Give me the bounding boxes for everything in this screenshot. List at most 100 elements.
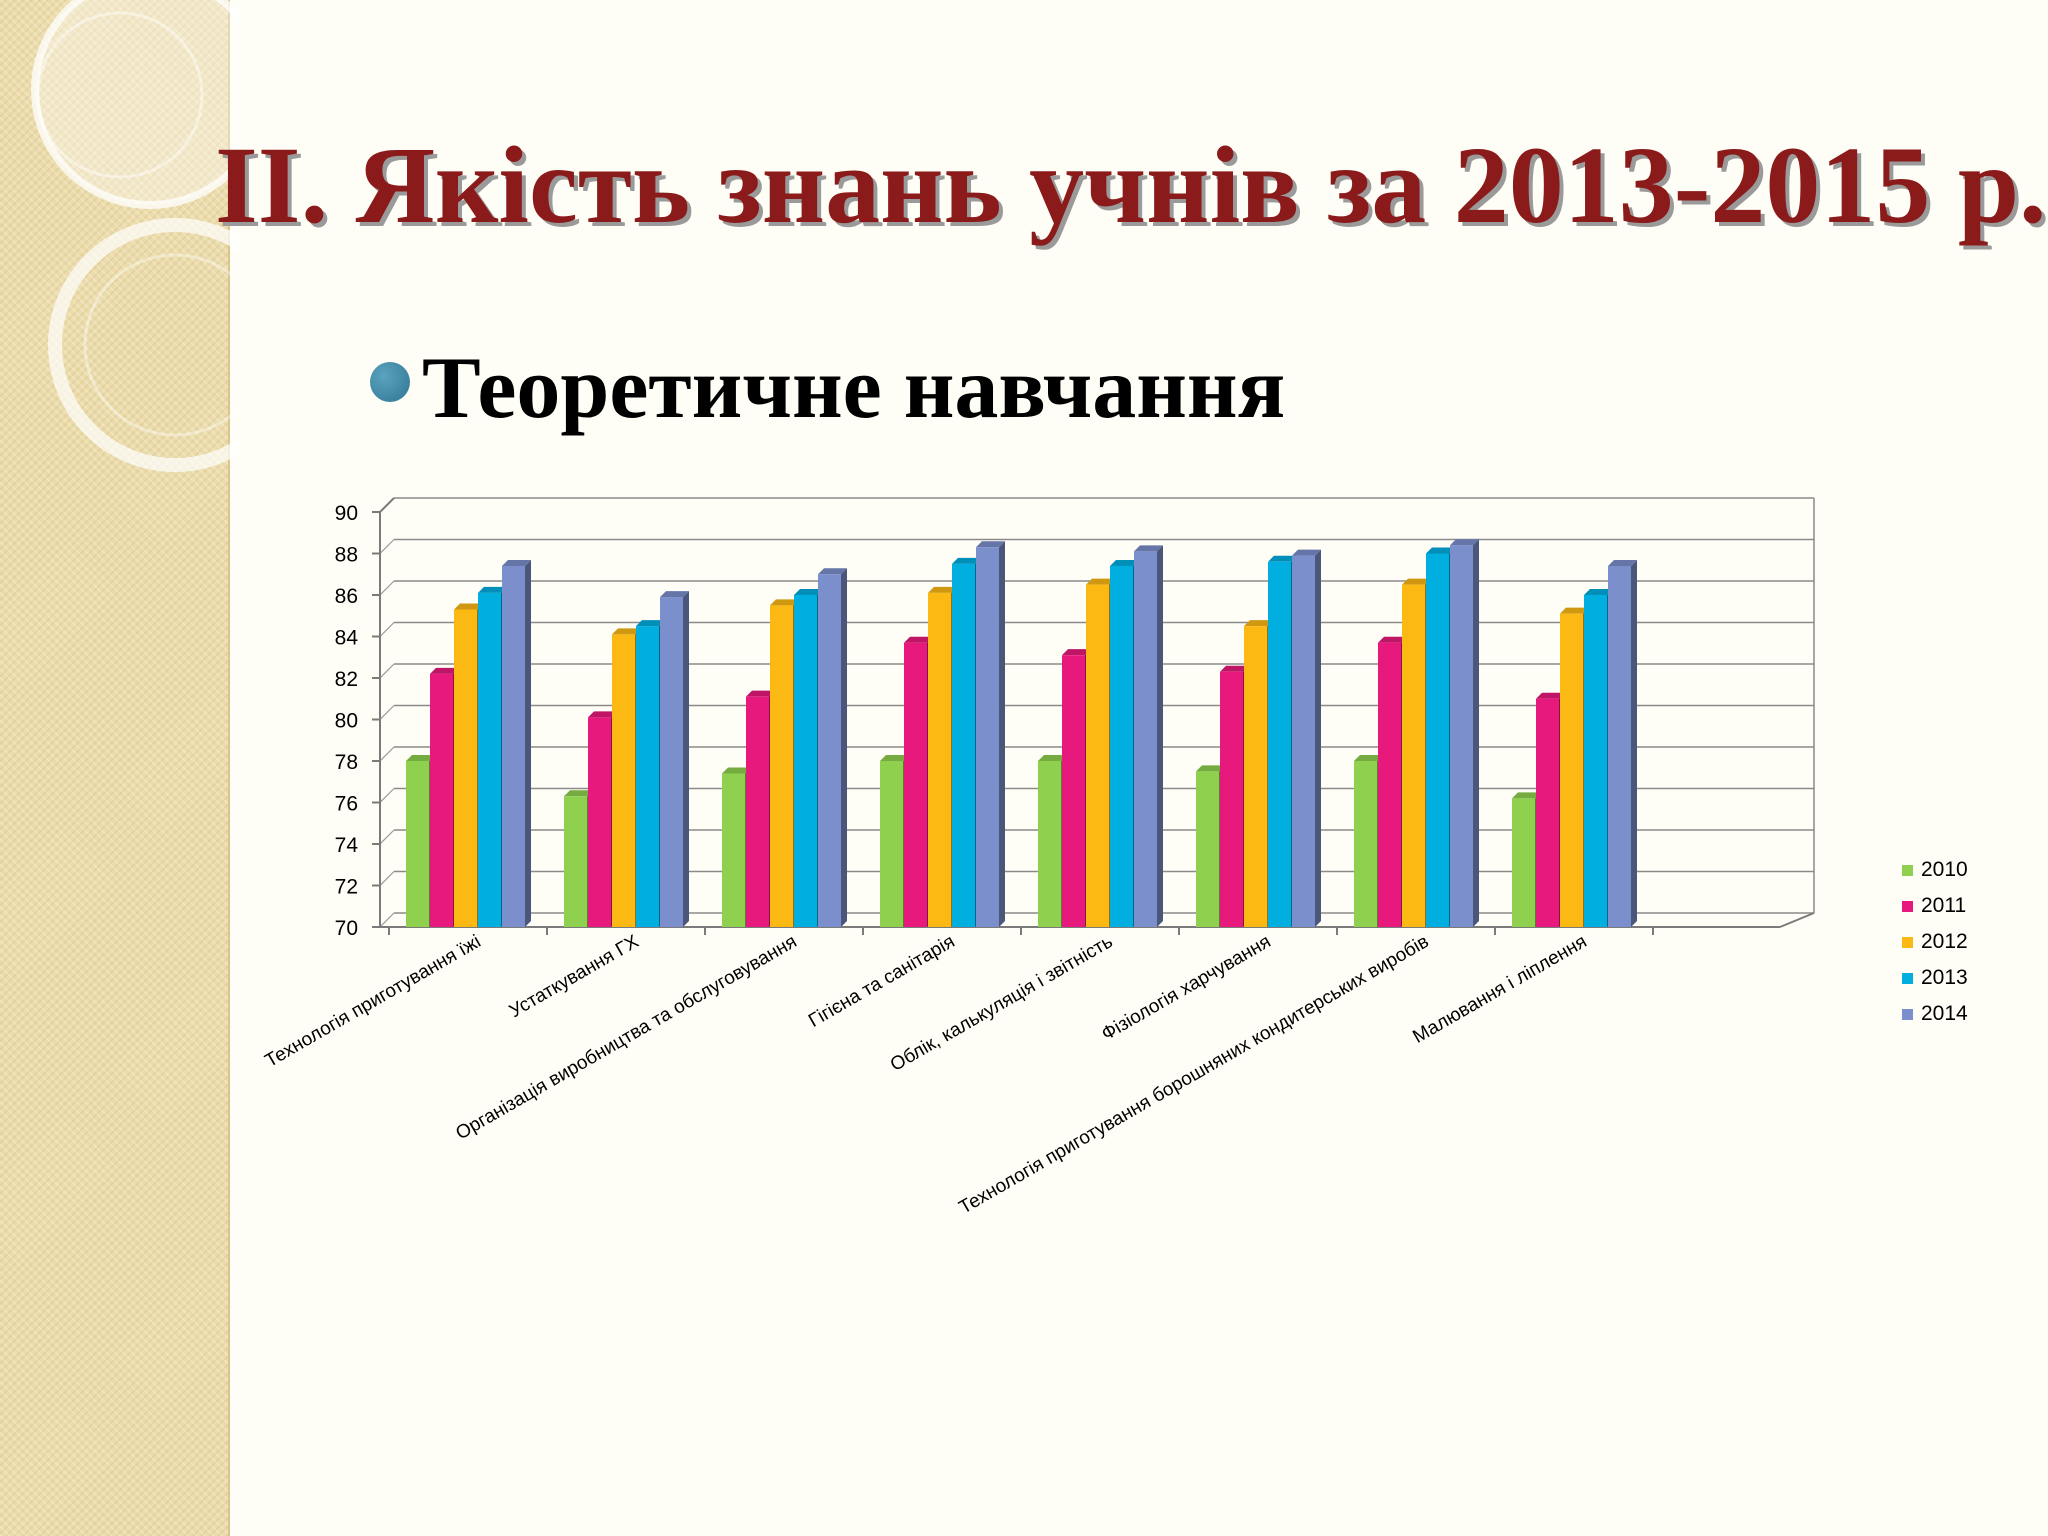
bar-top: [770, 599, 799, 606]
bar: [1378, 642, 1401, 927]
y-tick-label: 84: [335, 627, 359, 650]
bar: [1038, 761, 1061, 927]
bar: [1426, 553, 1449, 927]
slide-subtitle: Теоретичне навчання: [422, 340, 1286, 437]
bar-top: [1086, 578, 1115, 585]
x-tick-label: Технологія приготування їжі: [262, 931, 485, 1072]
bar-top: [660, 591, 689, 598]
bar-top: [904, 636, 933, 643]
bar: [1220, 671, 1243, 927]
bar: [564, 796, 587, 927]
bar: [660, 597, 683, 927]
bar: [1536, 698, 1559, 927]
legend-swatch: [1902, 1009, 1913, 1020]
bar-top: [1608, 559, 1637, 566]
bar-side: [841, 568, 847, 927]
bar: [612, 634, 635, 927]
bar: [1196, 771, 1219, 927]
y-tick-label: 72: [335, 876, 358, 899]
bar: [454, 609, 477, 927]
bar-top: [880, 755, 909, 761]
bar: [1608, 565, 1631, 927]
bar-top: [1220, 665, 1249, 672]
bar: [1402, 584, 1425, 927]
bar: [1354, 761, 1377, 927]
bar-top: [502, 559, 531, 566]
bar: [478, 592, 501, 927]
bar: [746, 696, 769, 927]
bar: [880, 761, 903, 927]
y-tick-label: 86: [335, 585, 358, 608]
legend-label: 2012: [1921, 930, 1968, 953]
bar-top: [1426, 547, 1455, 554]
legend-label: 2013: [1921, 966, 1968, 989]
decorative-rings: [31, 0, 240, 472]
bar-side: [683, 591, 689, 927]
bar-top: [1292, 549, 1321, 556]
bar-top: [1450, 539, 1479, 546]
gridline-diagonal: [379, 871, 395, 886]
bar: [1450, 545, 1473, 927]
bar-top: [1268, 555, 1297, 562]
bar: [1512, 798, 1535, 927]
bar: [952, 563, 975, 927]
bar-top: [976, 541, 1005, 548]
bar-side: [999, 541, 1005, 927]
bar: [1560, 613, 1583, 927]
bar-top: [612, 628, 641, 635]
bar-top: [928, 586, 957, 593]
legend-swatch: [1902, 865, 1913, 876]
bar: [1134, 551, 1157, 927]
bar-top: [1354, 755, 1383, 761]
bar: [430, 673, 453, 927]
bar: [770, 605, 793, 927]
bar: [1584, 595, 1607, 927]
bar: [502, 565, 525, 927]
x-axis-end: [1779, 912, 1815, 928]
bar: [1292, 555, 1315, 927]
bar-top: [1536, 692, 1565, 699]
bar-top: [406, 755, 435, 761]
bar: [818, 574, 841, 927]
bar: [1110, 565, 1133, 927]
bar-top: [952, 557, 981, 564]
bar-top: [1062, 649, 1091, 656]
decorative-sidebar: [0, 0, 230, 1536]
bar-top: [1402, 578, 1431, 585]
bar-top: [636, 620, 665, 627]
y-tick-label: 80: [335, 710, 358, 733]
bar-top: [1038, 755, 1067, 761]
bar: [636, 626, 659, 927]
bar-top: [564, 790, 593, 797]
bar: [1268, 561, 1291, 927]
gridline-diagonal: [379, 539, 395, 554]
bar-top: [1512, 792, 1541, 799]
bar: [1062, 655, 1085, 927]
bar-top: [588, 711, 617, 718]
bar: [406, 761, 429, 927]
gridline-diagonal: [379, 829, 395, 845]
x-tick-label: Малювання і ліплення: [1409, 931, 1590, 1048]
bar: [1086, 584, 1109, 927]
gridline-diagonal: [379, 580, 395, 596]
bar-top: [746, 690, 775, 697]
y-tick-label: 74: [335, 834, 359, 857]
bar-side: [525, 559, 531, 927]
legend-label: 2011: [1921, 894, 1966, 917]
legend-swatch: [1902, 973, 1913, 984]
legend-label: 2010: [1921, 858, 1968, 881]
gridline-diagonal: [379, 622, 395, 637]
slide-title: II. Якість знань учнів за 2013-2015 р.: [215, 124, 2047, 246]
bar: [1244, 626, 1267, 927]
bar-side: [1473, 539, 1479, 927]
bar-top: [794, 589, 823, 595]
y-tick-label: 78: [335, 751, 358, 774]
y-tick-label: 82: [335, 668, 358, 691]
bar-side: [1157, 545, 1163, 927]
bar-top: [818, 568, 847, 575]
bar-top: [430, 667, 459, 674]
y-tick-label: 90: [335, 502, 358, 525]
bar-top: [1244, 620, 1273, 627]
y-tick-label: 70: [335, 917, 358, 940]
